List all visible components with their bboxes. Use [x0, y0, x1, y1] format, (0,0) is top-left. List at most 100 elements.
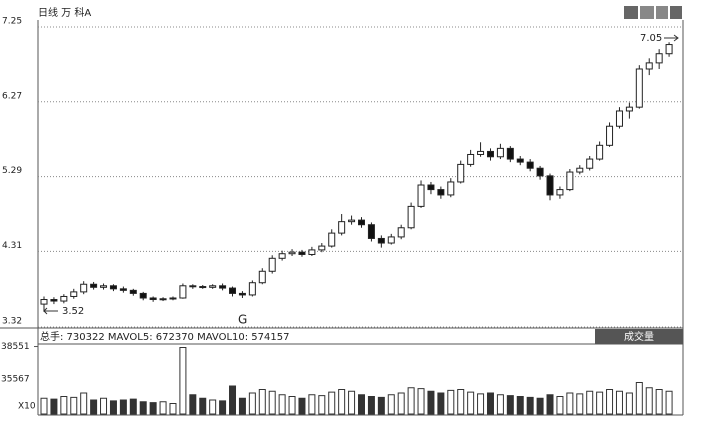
- volume-bar: [506, 395, 514, 415]
- candle-body: [437, 189, 445, 196]
- candle-body: [100, 285, 108, 288]
- volume-bar: [546, 394, 554, 415]
- volume-bar: [219, 400, 227, 415]
- tool-button[interactable]: [670, 6, 682, 19]
- y-tick-label: 6.27: [2, 91, 22, 101]
- candle-body: [189, 285, 197, 288]
- volume-bar: [615, 390, 623, 415]
- volume-bar: [606, 389, 614, 415]
- candle-body: [159, 298, 167, 301]
- volume-header: 总手: 730322 MAVOL5: 672370 MAVOL10: 57415…: [40, 330, 289, 343]
- volume-bar: [338, 389, 346, 415]
- candle-body: [80, 283, 88, 293]
- volume-bar: [100, 397, 108, 415]
- volume-bar: [119, 399, 127, 415]
- y-tick-label: 3.32: [2, 317, 22, 327]
- volume-bar: [288, 396, 296, 415]
- candle-body: [606, 125, 614, 146]
- volume-bar: [427, 390, 435, 415]
- volume-bar: [437, 392, 445, 415]
- volume-bar: [308, 394, 316, 415]
- volume-bar: [90, 399, 98, 415]
- candle-body: [506, 147, 514, 160]
- candle-body: [70, 291, 78, 297]
- volume-bar: [556, 396, 564, 415]
- volume-bar: [536, 397, 544, 415]
- volume-button-label[interactable]: 成交量: [624, 330, 654, 343]
- candle-body: [328, 232, 336, 247]
- volume-button[interactable]: [595, 329, 683, 344]
- volume-bar: [566, 392, 574, 415]
- candle-body: [496, 147, 504, 158]
- volume-bar: [477, 393, 485, 415]
- volume-bar: [576, 393, 584, 415]
- candle-body: [318, 245, 326, 251]
- candle-body: [209, 285, 217, 288]
- volume-bar: [407, 387, 415, 415]
- volume-bar: [268, 390, 276, 415]
- candle-body: [238, 292, 246, 296]
- volume-bar: [298, 397, 306, 415]
- volume-bar: [169, 403, 177, 415]
- tool-button[interactable]: [624, 6, 638, 19]
- candle-body: [278, 253, 286, 259]
- volume-bar: [516, 396, 524, 415]
- candle-body: [427, 184, 435, 191]
- volume-bar: [50, 398, 58, 415]
- candle-body: [229, 287, 237, 294]
- volume-bar: [655, 389, 663, 415]
- volume-bar: [179, 347, 187, 415]
- volume-bar: [496, 394, 504, 415]
- tool-button[interactable]: [656, 6, 668, 19]
- candle-body: [556, 189, 564, 196]
- volume-bar: [80, 392, 88, 415]
- toolbar[interactable]: [624, 6, 682, 19]
- annotation-arrow: [664, 34, 679, 42]
- volume-bar: [258, 389, 266, 415]
- candle-body: [407, 205, 415, 229]
- candle-body: [397, 227, 405, 238]
- candle-body: [119, 288, 127, 291]
- volume-bar: [586, 390, 594, 415]
- candle-body: [298, 251, 306, 255]
- candle-body: [308, 249, 316, 255]
- candle-body: [219, 285, 227, 289]
- candle-body: [60, 295, 68, 302]
- candle-body: [477, 150, 485, 155]
- candle-body: [447, 181, 455, 196]
- candle-body: [596, 144, 604, 160]
- volume-bar: [278, 394, 286, 415]
- y-tick-label: 5.29: [2, 166, 22, 176]
- candle-body: [566, 171, 574, 191]
- volume-unit-label: X10: [18, 402, 36, 412]
- candle-body: [526, 161, 534, 169]
- candle-body: [40, 299, 48, 305]
- candle-body: [199, 286, 207, 289]
- candle-body: [268, 257, 276, 272]
- candle-body: [417, 184, 425, 207]
- volume-bar: [447, 389, 455, 415]
- volume-bar: [526, 396, 534, 415]
- candle-body: [248, 282, 256, 296]
- volume-bar: [417, 388, 425, 415]
- volume-bar: [318, 395, 326, 415]
- volume-bar: [328, 391, 336, 415]
- candle-body: [129, 289, 137, 294]
- volume-bar: [645, 387, 653, 415]
- candle-body: [338, 221, 346, 234]
- volume-bar: [397, 392, 405, 415]
- candle-body: [615, 110, 623, 127]
- volume-bar: [149, 402, 157, 415]
- volume-bar: [665, 390, 673, 415]
- candle-body: [536, 167, 544, 177]
- tool-button[interactable]: [640, 6, 654, 19]
- candle-body: [50, 299, 58, 302]
- candle-body: [358, 219, 365, 226]
- candle-body: [546, 175, 554, 196]
- candle-body: [635, 68, 643, 108]
- candle-body: [625, 106, 633, 112]
- volume-bar: [457, 389, 465, 415]
- candle-body: [139, 292, 147, 299]
